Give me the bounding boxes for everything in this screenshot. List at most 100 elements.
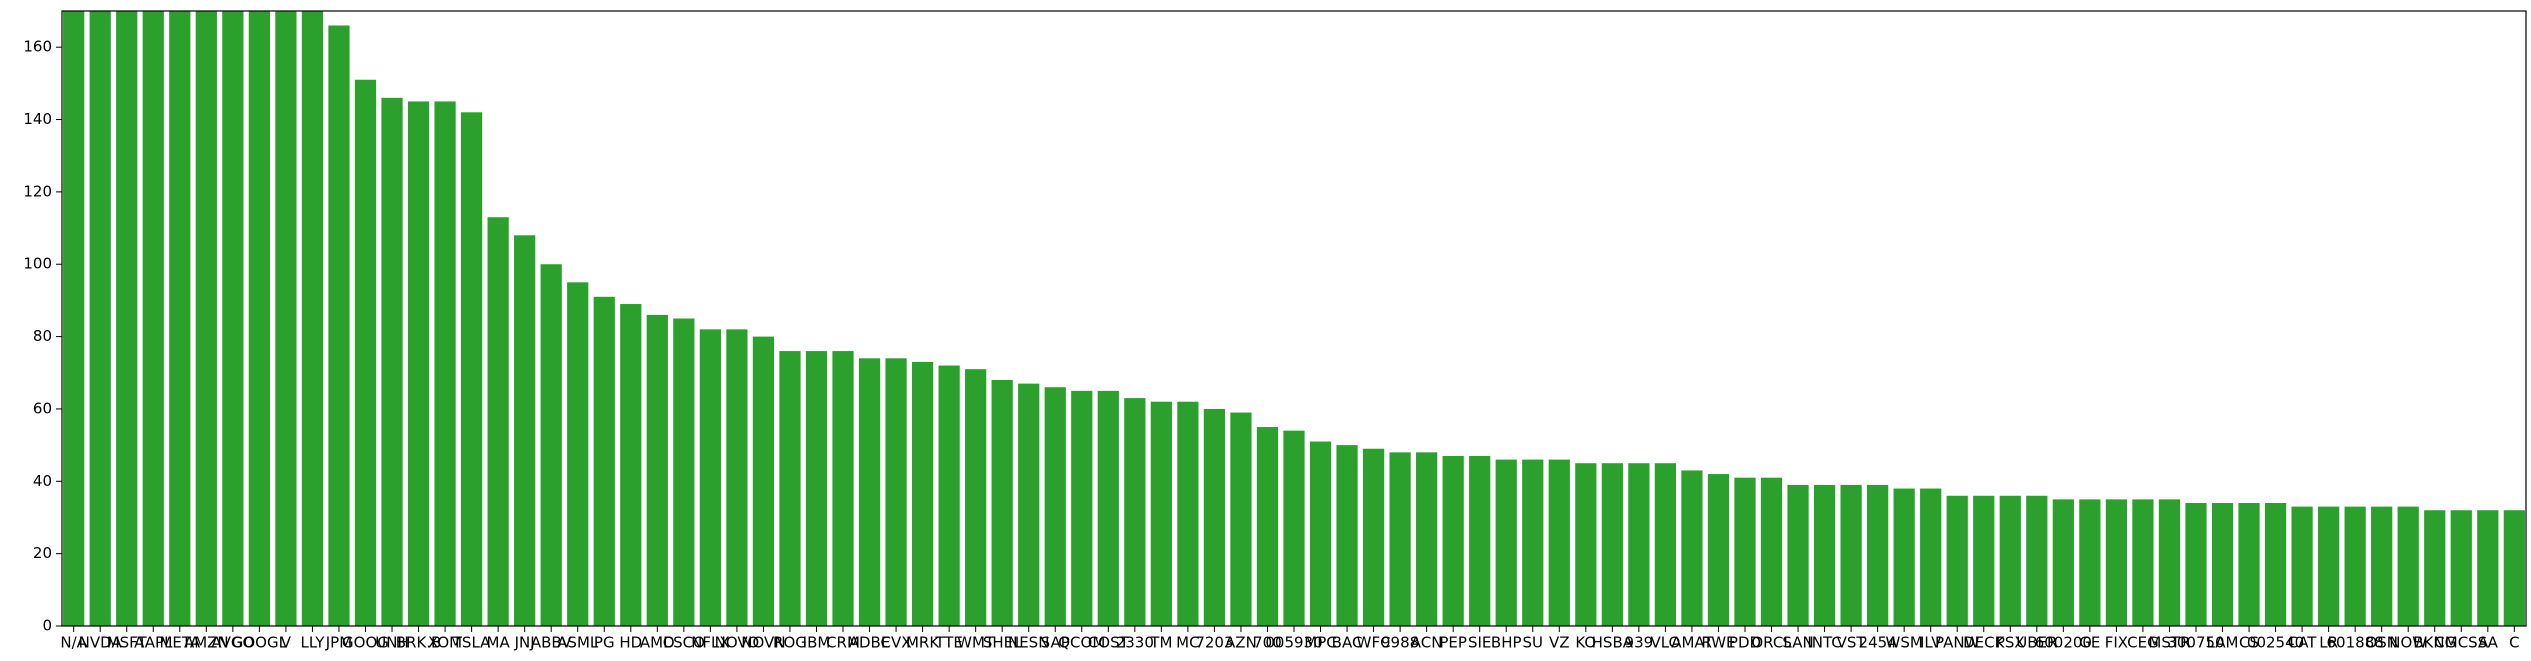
x-tick-label: 7203	[1195, 634, 1233, 652]
x-tick-label: TM	[1149, 634, 1172, 652]
bar	[1230, 412, 1252, 626]
x-tick-label: MA	[487, 634, 511, 652]
x-tick-label: COST	[1088, 634, 1130, 652]
x-tick-label: INTC	[1807, 634, 1841, 652]
bar	[911, 361, 934, 626]
bar	[1522, 459, 1544, 626]
bar	[752, 336, 775, 626]
x-tick-label: ASML	[557, 634, 599, 652]
x-tick-label: GOOG	[342, 634, 389, 652]
y-tick-label: 20	[33, 544, 52, 562]
x-tick-label: NESN	[1008, 634, 1049, 652]
x-tick-label: 939	[1625, 634, 1654, 652]
bar	[63, 11, 85, 626]
x-tick-label: C	[2509, 634, 2519, 652]
x-tick-label: KO	[1575, 634, 1596, 652]
x-tick-label: GOOGL	[232, 634, 288, 652]
x-tick-label: XOM	[428, 634, 462, 652]
bar	[1389, 452, 1411, 626]
x-tick-label: 601888	[2327, 634, 2384, 652]
bar	[1336, 445, 1358, 626]
x-tick-label: SA	[2478, 634, 2499, 652]
bar	[1177, 401, 1199, 626]
bar	[965, 369, 987, 626]
x-tick-label: AMZN	[184, 634, 229, 652]
x-tick-label: ROG	[773, 634, 807, 652]
x-tick-label: HD	[619, 634, 642, 652]
bar	[832, 351, 854, 626]
bar	[1601, 463, 1623, 626]
x-tick-label: BHP	[1491, 634, 1522, 652]
x-tick-label: SIE	[1468, 634, 1491, 652]
bar	[2371, 506, 2393, 626]
bar	[2185, 503, 2207, 626]
bar	[805, 351, 828, 626]
bar	[1734, 477, 1756, 626]
bar	[673, 318, 695, 626]
bar	[169, 11, 191, 626]
bar	[2132, 499, 2154, 626]
x-tick-label: V	[281, 634, 292, 652]
x-tick-label: WFC	[1357, 634, 1391, 652]
bar	[1309, 441, 1332, 626]
x-tick-label: MPC	[1304, 634, 1336, 652]
bar	[195, 11, 217, 626]
bar	[116, 11, 138, 626]
y-tick-label: 160	[23, 38, 52, 56]
bar	[1973, 495, 1995, 626]
x-tick-label: BAC	[1332, 634, 1363, 652]
x-tick-label: AAPL	[134, 634, 173, 652]
bar	[2105, 499, 2128, 626]
x-tick-label: LR	[2319, 634, 2338, 652]
bar	[991, 380, 1013, 626]
x-tick-label: TTE	[934, 634, 963, 652]
bar	[593, 296, 615, 626]
bar	[2424, 510, 2446, 626]
x-tick-label: 2330	[1116, 634, 1154, 652]
x-tick-label: SAN	[1782, 634, 1813, 652]
x-tick-label: NOVO	[715, 634, 760, 652]
bar	[2238, 503, 2260, 626]
x-tick-label: NOW	[2389, 634, 2427, 652]
bar	[1628, 463, 1650, 626]
x-tick-label: WSM	[1886, 634, 1923, 652]
x-tick-label: SU	[1523, 634, 1544, 652]
x-tick-label: CAT	[2288, 634, 2318, 652]
bar	[460, 112, 483, 626]
x-tick-label: MSFT	[107, 634, 148, 652]
x-tick-label: PDD	[1729, 634, 1761, 652]
y-tick-label: 80	[33, 327, 52, 345]
x-tick-label: SAP	[1041, 634, 1070, 652]
x-tick-label: LLY	[300, 634, 325, 652]
bar	[1203, 408, 1226, 626]
bar	[1416, 452, 1438, 626]
bar	[1840, 484, 1862, 626]
x-tick-label: CEG	[2127, 634, 2159, 652]
x-tick-label: JPM	[325, 634, 352, 652]
x-tick-label: AMD	[640, 634, 675, 652]
bar	[1813, 484, 1836, 626]
bar	[2026, 495, 2048, 626]
x-tick-label: BKNG	[2413, 634, 2456, 652]
bar	[434, 101, 456, 626]
bar	[1018, 383, 1040, 626]
bar	[89, 11, 111, 626]
x-tick-label: 9988	[1381, 634, 1419, 652]
x-tick-label: NOVN	[741, 634, 785, 652]
bar	[2264, 503, 2287, 626]
x-tick-label: PEP	[1439, 634, 1467, 652]
x-tick-label: 700	[1253, 634, 1282, 652]
bar	[1442, 455, 1464, 626]
x-tick-label: ILV	[1920, 634, 1942, 652]
y-tick-label: 100	[23, 255, 52, 273]
x-tick-label: SHEL	[983, 634, 1022, 652]
x-tick-label: VST	[1837, 634, 1867, 652]
x-tick-label: 600200	[2035, 634, 2092, 652]
bar	[2211, 503, 2234, 626]
bar	[1867, 484, 1889, 626]
y-tick-label: 40	[33, 472, 52, 490]
x-tick-label: 005930	[1265, 634, 1322, 652]
bar	[1097, 390, 1119, 626]
bar	[381, 97, 403, 626]
bar	[1760, 477, 1783, 626]
